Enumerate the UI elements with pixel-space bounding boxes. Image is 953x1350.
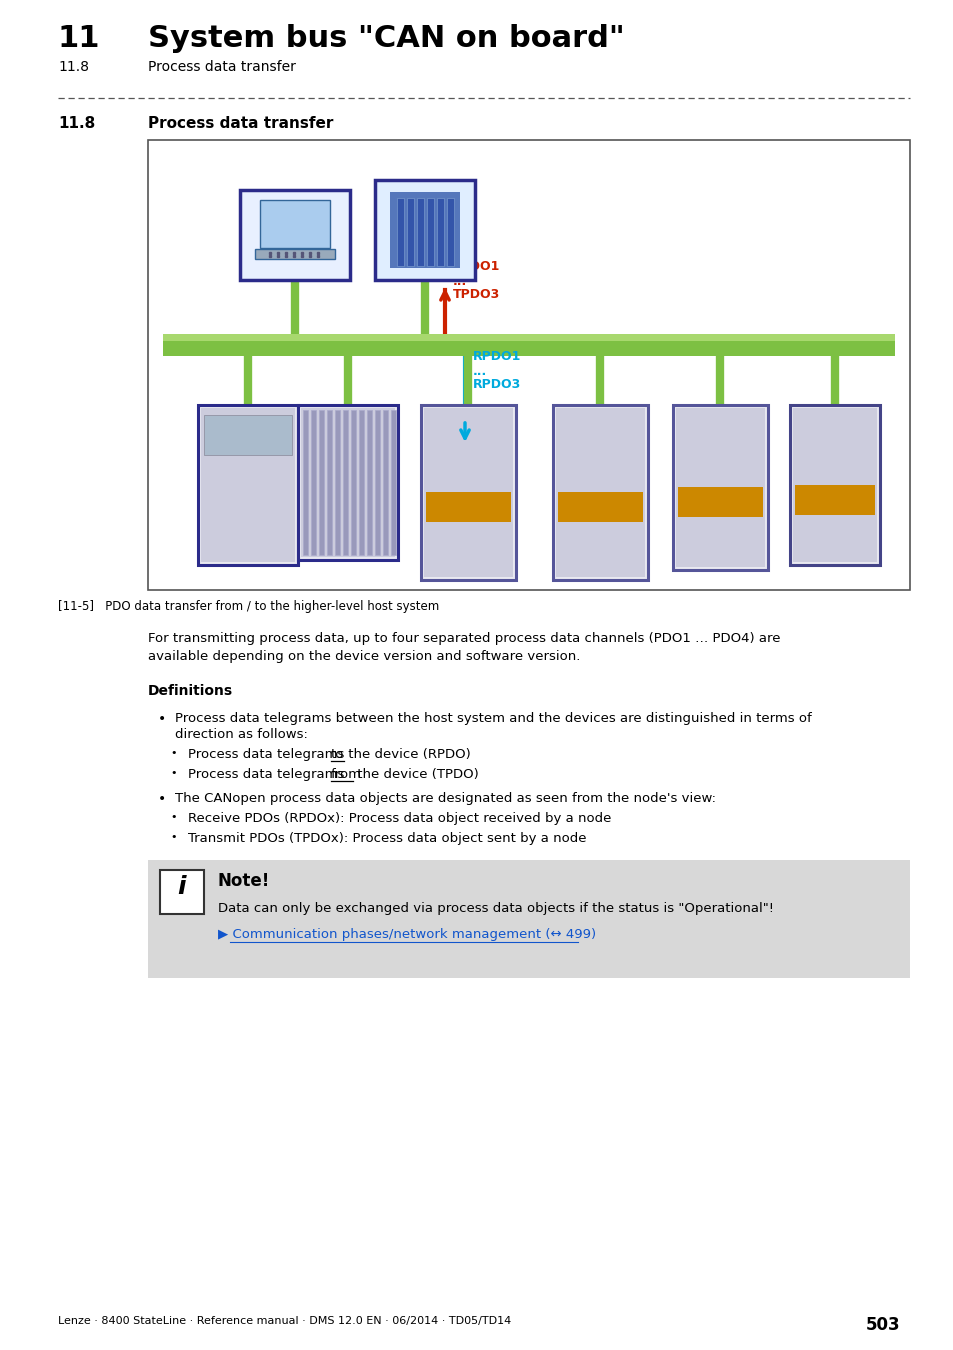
- Bar: [558, 491, 642, 522]
- Bar: [343, 410, 348, 555]
- Bar: [396, 198, 403, 266]
- Bar: [792, 408, 876, 562]
- Text: •: •: [170, 832, 176, 842]
- Text: the device (TPDO): the device (TPDO): [353, 768, 478, 782]
- Bar: [327, 410, 332, 555]
- Bar: [318, 410, 324, 555]
- Bar: [303, 410, 308, 555]
- Bar: [301, 408, 395, 558]
- Text: ...: ...: [473, 364, 487, 378]
- Bar: [391, 410, 395, 555]
- Bar: [198, 405, 297, 566]
- Text: Lenze · 8400 StateLine · Reference manual · DMS 12.0 EN · 06/2014 · TD05/TD14: Lenze · 8400 StateLine · Reference manua…: [58, 1316, 511, 1326]
- Bar: [407, 198, 414, 266]
- Text: Process data telegrams: Process data telegrams: [188, 768, 348, 782]
- Text: 11.8: 11.8: [58, 59, 89, 74]
- Bar: [160, 869, 204, 914]
- Bar: [420, 405, 516, 580]
- Text: from: from: [331, 768, 361, 782]
- Bar: [556, 408, 644, 576]
- Bar: [794, 485, 874, 514]
- Text: Note!: Note!: [218, 872, 270, 890]
- Bar: [423, 408, 513, 576]
- Text: 11: 11: [58, 24, 100, 53]
- Text: •: •: [158, 711, 166, 726]
- Bar: [163, 333, 894, 356]
- Text: TPDO3: TPDO3: [453, 288, 499, 301]
- Bar: [390, 192, 459, 269]
- Text: Transmit PDOs (TPDOx): Process data object sent by a node: Transmit PDOs (TPDOx): Process data obje…: [188, 832, 586, 845]
- Text: 503: 503: [864, 1316, 899, 1334]
- Text: [11-5]   PDO data transfer from / to the higher-level host system: [11-5] PDO data transfer from / to the h…: [58, 599, 438, 613]
- Text: i: i: [177, 875, 186, 899]
- Bar: [148, 860, 909, 977]
- Text: •: •: [158, 792, 166, 806]
- Bar: [351, 410, 355, 555]
- Text: the device (RPDO): the device (RPDO): [344, 748, 470, 761]
- Bar: [240, 190, 350, 279]
- Text: For transmitting process data, up to four separated process data channels (PDO1 : For transmitting process data, up to fou…: [148, 632, 780, 645]
- Text: ▶ Communication phases/network management (↔ 499): ▶ Communication phases/network managemen…: [218, 927, 596, 941]
- Text: direction as follows:: direction as follows:: [174, 728, 308, 741]
- Bar: [789, 405, 879, 566]
- Text: •: •: [170, 811, 176, 822]
- Bar: [358, 410, 364, 555]
- Text: Definitions: Definitions: [148, 684, 233, 698]
- Bar: [672, 405, 767, 570]
- Bar: [436, 198, 443, 266]
- Text: TPDO1: TPDO1: [453, 261, 500, 273]
- Text: •: •: [170, 768, 176, 778]
- Bar: [375, 410, 379, 555]
- Text: to: to: [331, 748, 344, 761]
- Text: ...: ...: [453, 275, 467, 288]
- Text: Process data transfer: Process data transfer: [148, 116, 333, 131]
- Bar: [297, 405, 397, 560]
- Bar: [201, 408, 294, 562]
- Text: •: •: [170, 748, 176, 757]
- Bar: [678, 487, 762, 517]
- Bar: [382, 410, 388, 555]
- Text: Data can only be exchanged via process data objects if the status is "Operationa: Data can only be exchanged via process d…: [218, 902, 773, 915]
- Text: System bus "CAN on board": System bus "CAN on board": [148, 24, 624, 53]
- Bar: [676, 408, 764, 567]
- Text: Process data telegrams between the host system and the devices are distinguished: Process data telegrams between the host …: [174, 711, 811, 725]
- Text: Process data transfer: Process data transfer: [148, 59, 295, 74]
- Bar: [163, 333, 894, 342]
- Bar: [426, 491, 511, 522]
- Text: 11.8: 11.8: [58, 116, 95, 131]
- Bar: [553, 405, 647, 580]
- Bar: [375, 180, 475, 279]
- Bar: [148, 140, 909, 590]
- Text: Process data telegrams: Process data telegrams: [188, 748, 348, 761]
- Text: The CANopen process data objects are designated as seen from the node's view:: The CANopen process data objects are des…: [174, 792, 716, 805]
- Bar: [204, 414, 292, 455]
- Bar: [335, 410, 339, 555]
- Bar: [427, 198, 434, 266]
- Bar: [416, 198, 423, 266]
- Bar: [260, 200, 330, 248]
- Text: RPDO3: RPDO3: [473, 378, 520, 392]
- Bar: [367, 410, 372, 555]
- Text: Receive PDOs (RPDOx): Process data object received by a node: Receive PDOs (RPDOx): Process data objec…: [188, 811, 611, 825]
- Text: available depending on the device version and software version.: available depending on the device versio…: [148, 649, 579, 663]
- Bar: [311, 410, 315, 555]
- Text: RPDO1: RPDO1: [473, 350, 521, 363]
- Bar: [254, 248, 335, 259]
- Bar: [447, 198, 454, 266]
